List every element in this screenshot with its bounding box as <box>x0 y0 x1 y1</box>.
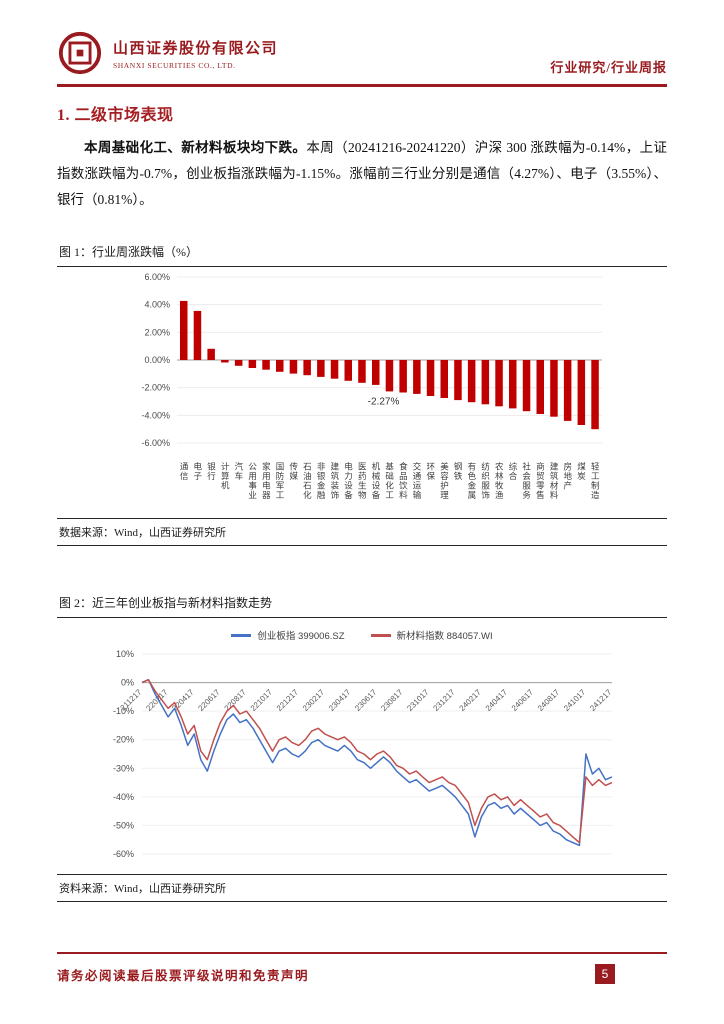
bar-category-label: 商贸零售 <box>535 462 546 500</box>
section-title: 1. 二级市场表现 <box>57 107 174 124</box>
header-rule <box>57 84 667 87</box>
legend-item: 创业板指 399006.SZ <box>231 628 345 642</box>
bar-category-label: 环保 <box>425 462 436 481</box>
bar-category-label: 建筑装饰 <box>329 462 340 500</box>
bar-category-label: 房地产 <box>562 462 573 491</box>
svg-text:230417: 230417 <box>327 687 353 713</box>
svg-text:230817: 230817 <box>379 687 405 713</box>
svg-text:-30%: -30% <box>113 763 134 773</box>
svg-text:4.00%: 4.00% <box>144 300 170 310</box>
company-name-en: SHANXI SECURITIES CO., LTD. <box>113 60 236 70</box>
body-paragraph: 本周基础化工、新材料板块均下跌。本周（20241216-20241220）沪深 … <box>57 135 667 213</box>
svg-text:10%: 10% <box>116 649 134 659</box>
svg-text:-10%: -10% <box>113 706 134 716</box>
figure-2: 图 2：近三年创业板指与新材料指数走势 创业板指 399006.SZ 新材料指数 … <box>57 594 667 902</box>
svg-text:-2.27%: -2.27% <box>368 396 400 407</box>
industry-weekly-change-bar-chart: 6.00% 4.00% 2.00% 0.00% -2.00% -4.00% -6.00% -2… <box>141 272 602 448</box>
svg-text:6.00%: 6.00% <box>144 272 170 282</box>
figure-1-caption: 图 1：行业周涨跌幅（%） <box>57 243 667 267</box>
figure-2-caption: 图 2：近三年创业板指与新材料指数走势 <box>57 594 667 618</box>
svg-text:220217: 220217 <box>144 687 170 713</box>
svg-text:221217: 221217 <box>275 687 301 713</box>
svg-text:-50%: -50% <box>113 820 134 830</box>
company-seal-logo-icon <box>58 31 102 75</box>
bar-category-label: 农林牧渔 <box>494 462 505 500</box>
line-legend: 创业板指 399006.SZ 新材料指数 884057.WI <box>57 628 667 642</box>
bar-category-label: 钢铁 <box>453 462 464 481</box>
bar-category-label: 传媒 <box>288 462 299 481</box>
bar-category-label: 轻工制造 <box>590 462 601 500</box>
bar-category-label: 电力设备 <box>343 462 354 500</box>
legend-line-swatch <box>370 633 391 637</box>
svg-text:230617: 230617 <box>353 687 379 713</box>
svg-text:0%: 0% <box>121 678 134 688</box>
bar-category-label: 有色金属 <box>466 462 477 500</box>
svg-text:-2.00%: -2.00% <box>141 383 170 393</box>
page-number-badge: 5 <box>595 964 615 984</box>
header: 山西证券股份有限公司 SHANXI SECURITIES CO., LTD. 行… <box>57 0 667 76</box>
bar-category-label: 综合 <box>507 462 518 481</box>
bar-category-label: 社会服务 <box>521 462 532 500</box>
svg-text:240417: 240417 <box>484 687 510 713</box>
svg-text:241217: 241217 <box>588 687 614 713</box>
bar-category-label: 煤炭 <box>576 462 587 481</box>
svg-text:231017: 231017 <box>405 687 431 713</box>
bar-category-label: 公用事业 <box>247 462 258 500</box>
svg-text:-4.00%: -4.00% <box>141 410 170 420</box>
svg-text:-60%: -60% <box>113 849 134 859</box>
svg-text:241017: 241017 <box>562 687 588 713</box>
svg-text:221017: 221017 <box>249 687 275 713</box>
svg-text:230217: 230217 <box>301 687 327 713</box>
footer-disclaimer: 请务必阅读最后股票评级说明和免责声明 <box>57 968 310 983</box>
bar-category-label: 国防军工 <box>275 462 286 500</box>
bar-category-label: 医药生物 <box>357 462 368 500</box>
report-type-label: 行业研究/行业周报 <box>550 60 667 75</box>
bar-category-label: 非银金融 <box>316 462 327 500</box>
legend-line-swatch <box>231 633 252 637</box>
bar-category-label: 家用电器 <box>261 462 272 500</box>
svg-text:0.00%: 0.00% <box>144 355 170 365</box>
bar-category-label: 食品饮料 <box>398 462 409 500</box>
body-paragraph-lead: 本周基础化工、新材料板块均下跌。 <box>84 140 307 155</box>
footer: 请务必阅读最后股票评级说明和免责声明 5 <box>57 952 667 984</box>
svg-text:-40%: -40% <box>113 792 134 802</box>
svg-text:2.00%: 2.00% <box>144 327 170 337</box>
svg-text:240217: 240217 <box>458 687 484 713</box>
figure-1: 图 1：行业周涨跌幅（%） 6.00% 4.00% 2.00% 0.00% -2.00%… <box>57 243 667 546</box>
legend-item: 新材料指数 884057.WI <box>370 628 493 642</box>
svg-text:240617: 240617 <box>510 687 536 713</box>
svg-text:220617: 220617 <box>196 687 222 713</box>
bar-xaxis-labels: 通信 电子 银行 计算机 汽车 公用事业 家用电器 国防军工 传媒 石油石化 非银金融 建筑装饰 电力设… <box>57 462 667 518</box>
figure-1-source: 数据来源：Wind，山西证券研究所 <box>57 518 667 546</box>
bar-category-label: 银行 <box>206 462 217 481</box>
bar-category-label: 通信 <box>179 462 190 481</box>
bar-category-label: 石油石化 <box>302 462 313 500</box>
bar-category-label: 计算机 <box>220 462 231 491</box>
bar-category-label: 基础化工 <box>384 462 395 500</box>
bar-category-label: 汽车 <box>233 462 244 481</box>
legend-label: 创业板指 399006.SZ <box>257 631 345 642</box>
bar-category-label: 建筑材料 <box>549 462 560 500</box>
svg-text:-6.00%: -6.00% <box>141 438 170 448</box>
svg-text:231217: 231217 <box>431 687 457 713</box>
body-paragraph-text: 本周（20241216-20241220）沪深 300 涨跌幅为-0.14%，上… <box>57 140 667 207</box>
index-trend-line-chart: 10%0%-10%-20%-30%-40%-50%-60%211217 22021… <box>113 649 614 859</box>
bar-category-label: 交通运输 <box>412 462 423 500</box>
legend-label: 新材料指数 884057.WI <box>396 631 493 642</box>
bar-category-label: 机械设备 <box>370 462 381 500</box>
bar-category-label: 美容护理 <box>439 462 450 500</box>
bar-category-label: 纺织服饰 <box>480 462 491 500</box>
svg-text:240817: 240817 <box>536 687 562 713</box>
svg-text:-20%: -20% <box>113 735 134 745</box>
company-name-cn: 山西证券股份有限公司 <box>113 40 279 57</box>
bar-category-label: 电子 <box>192 462 203 481</box>
figure-2-source: 资料来源：Wind，山西证券研究所 <box>57 874 667 902</box>
brand: 山西证券股份有限公司 SHANXI SECURITIES CO., LTD. <box>57 30 278 76</box>
